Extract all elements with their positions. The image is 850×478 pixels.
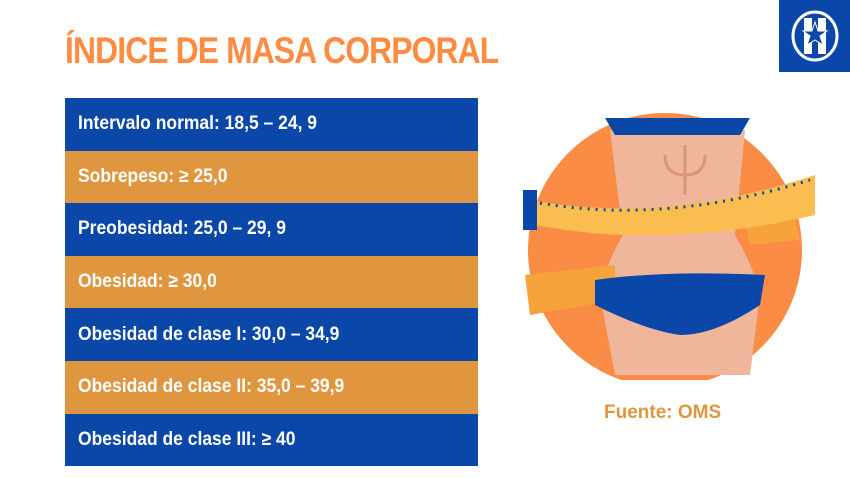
waist-measuring-tape-icon	[515, 105, 815, 387]
bmi-row-label: Sobrepeso: ≥ 25,0	[78, 165, 228, 187]
brand-logo	[779, 0, 850, 72]
bmi-row: Intervalo normal: 18,5 – 24, 9	[65, 98, 478, 151]
shield-star-logo-icon	[791, 10, 839, 62]
source-note: Fuente: OMS	[604, 402, 722, 423]
bmi-row-label: Obesidad: ≥ 30,0	[78, 271, 217, 293]
bmi-row-label: Obesidad de clase II: 35,0 – 39,9	[78, 376, 345, 398]
bmi-row-label: Obesidad de clase III: ≥ 40	[78, 428, 296, 450]
bmi-row: Obesidad de clase I: 30,0 – 34,9	[65, 308, 478, 361]
bmi-row-label: Preobesidad: 25,0 – 29, 9	[78, 218, 286, 240]
bmi-row: Preobesidad: 25,0 – 29, 9	[65, 203, 478, 256]
bmi-row: Obesidad de clase II: 35,0 – 39,9	[65, 360, 478, 414]
bmi-table: Intervalo normal: 18,5 – 24, 9 Sobrepeso:…	[65, 98, 478, 467]
bmi-row-label: Intervalo normal: 18,5 – 24, 9	[78, 113, 318, 135]
page-title: ÍNDICE DE MASA CORPORAL	[65, 30, 499, 71]
bmi-row: Obesidad de clase III: ≥ 40	[65, 413, 478, 467]
bmi-row: Obesidad: ≥ 30,0	[65, 255, 478, 309]
bmi-row: Sobrepeso: ≥ 25,0	[65, 150, 478, 204]
bmi-row-label: Obesidad de clase I: 30,0 – 34,9	[78, 323, 340, 345]
